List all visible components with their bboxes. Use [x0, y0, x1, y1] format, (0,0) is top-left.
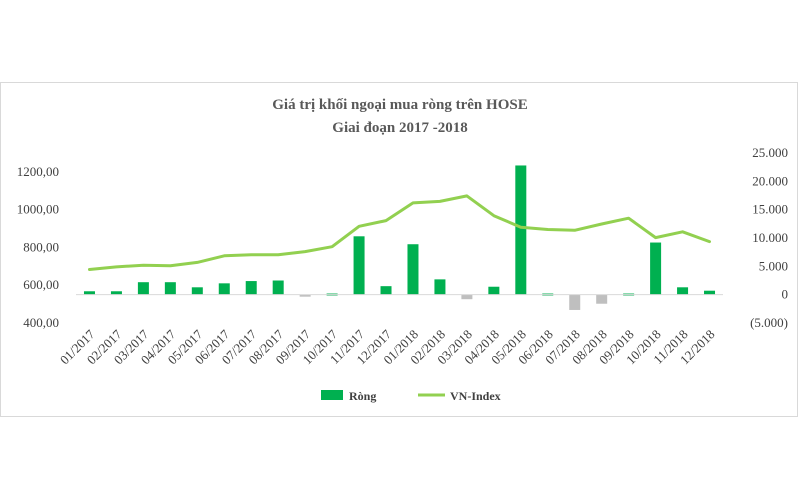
- right-tick-label: 15.000: [752, 202, 788, 217]
- vn-index-line: [88, 194, 711, 271]
- left-axis: 400,00 600,00 800,00 1000,00 1200,00: [17, 164, 59, 330]
- bar-05-2017: [191, 287, 203, 295]
- bar-09-2017: [299, 294, 311, 297]
- bar-11-2017: [353, 236, 365, 295]
- chart-svg: Giá trị khối ngoại mua ròng trên HOSE Gi…: [17, 97, 788, 403]
- bar-02-2017: [110, 291, 122, 295]
- bar-12-2017: [380, 286, 392, 295]
- bar-10-2018: [650, 242, 662, 295]
- x-axis: 01/201702/201703/201704/201705/201706/20…: [57, 326, 718, 367]
- right-tick-label: 10.000: [752, 230, 788, 245]
- bar-03-2018: [461, 294, 473, 300]
- bar-06-2017: [218, 283, 230, 295]
- bar-12-2018: [704, 290, 716, 295]
- bar-07-2017: [245, 281, 257, 295]
- chart-title: Giá trị khối ngoại mua ròng trên HOSE: [272, 97, 527, 113]
- right-tick-label: 5.000: [759, 258, 788, 273]
- bar-03-2017: [137, 282, 149, 295]
- left-tick-label: 600,00: [23, 277, 59, 292]
- right-tick-label: 25.000: [752, 145, 788, 160]
- bar-07-2018: [569, 294, 581, 310]
- right-tick-label: 0: [782, 287, 789, 302]
- chart-subtitle: Giai đoạn 2017 -2018: [332, 120, 467, 136]
- chart-frame: Giá trị khối ngoại mua ròng trên HOSE Gi…: [0, 82, 798, 417]
- left-tick-label: 400,00: [23, 315, 59, 330]
- bar-01-2018: [407, 244, 419, 295]
- bar-05-2018: [515, 165, 527, 295]
- right-axis: (5.000) 0 5.000 10.000 15.000 20.000 25.000: [750, 145, 788, 330]
- left-tick-label: 1200,00: [17, 164, 59, 179]
- left-tick-label: 800,00: [23, 239, 59, 254]
- bar-01-2017: [83, 291, 95, 295]
- legend-label-vnindex: VN-Index: [450, 389, 501, 403]
- right-tick-label: (5.000): [750, 315, 788, 330]
- bar-04-2017: [164, 282, 176, 295]
- bar-08-2018: [596, 294, 608, 304]
- right-tick-label: 20.000: [752, 173, 788, 188]
- legend-swatch-rong: [321, 390, 343, 400]
- bar-11-2018: [677, 287, 689, 295]
- bar-08-2017: [272, 280, 284, 295]
- left-tick-label: 1000,00: [17, 202, 59, 217]
- bar-series: [83, 165, 716, 310]
- legend: Ròng VN-Index: [321, 389, 501, 403]
- bar-04-2018: [488, 286, 500, 295]
- legend-label-rong: Ròng: [349, 389, 376, 403]
- bar-02-2018: [434, 279, 446, 295]
